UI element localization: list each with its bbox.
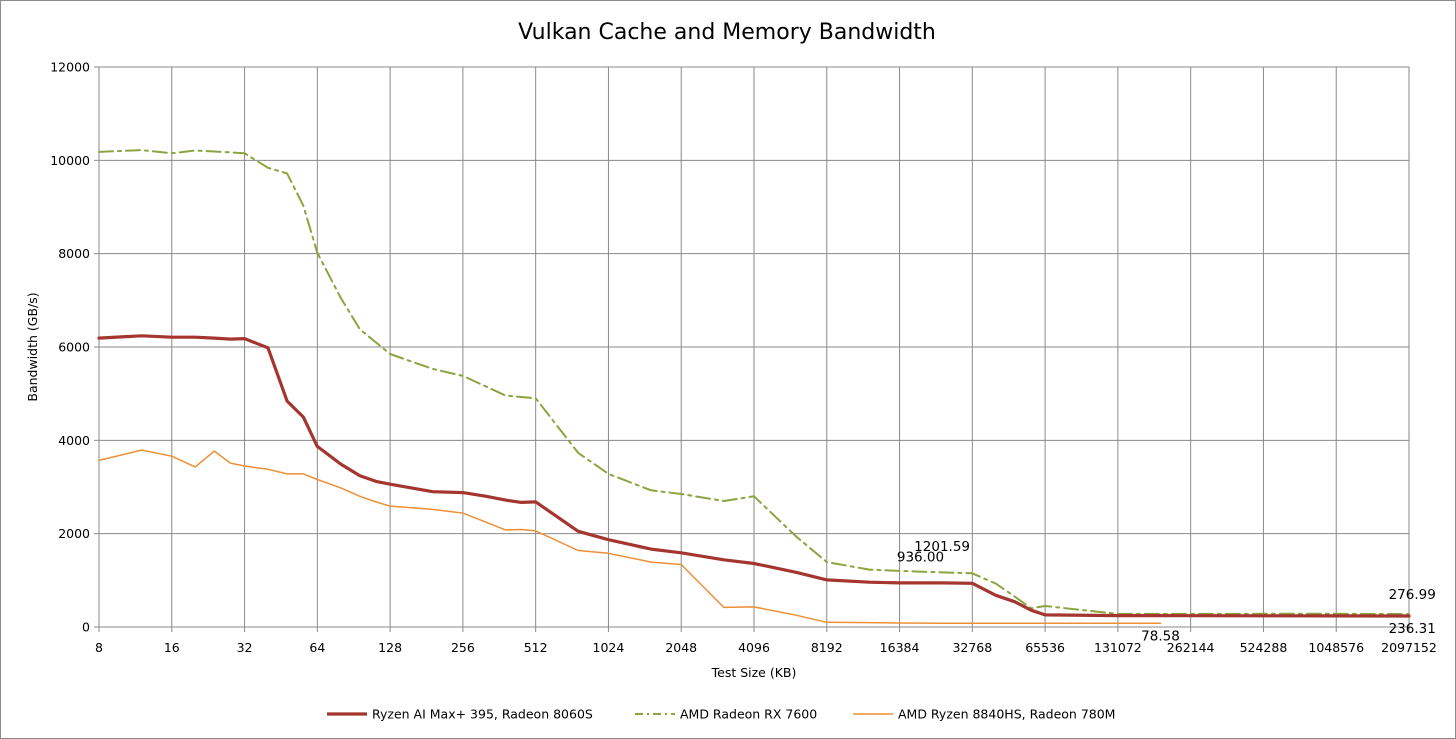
- data-label: 78.58: [1141, 628, 1180, 644]
- x-tick-label: 65536: [1025, 640, 1065, 655]
- x-tick-label: 16384: [880, 640, 920, 655]
- y-tick-label: 6000: [58, 340, 90, 355]
- y-axis-ticks: 0 2000 4000 6000 8000 10000 12000: [50, 60, 99, 635]
- data-label: 1201.59: [914, 539, 970, 555]
- x-tick-label: 262144: [1167, 640, 1215, 655]
- series-group: [98, 149, 1410, 616]
- y-tick-label: 4000: [58, 433, 90, 448]
- legend-label: AMD Radeon RX 7600: [680, 707, 817, 722]
- chart-title: Vulkan Cache and Memory Bandwidth: [518, 20, 936, 45]
- y-tick-label: 2000: [58, 526, 90, 541]
- x-tick-label: 4096: [738, 640, 770, 655]
- x-tick-label: 256: [451, 640, 475, 655]
- series-group: [98, 449, 1162, 625]
- x-tick-label: 16: [164, 640, 180, 655]
- x-tick-label: 64: [309, 640, 325, 655]
- y-tick-label: 10000: [50, 153, 90, 168]
- y-axis-label: Bandwidth (GB/s): [25, 292, 40, 401]
- data-label: 936.00: [897, 549, 944, 565]
- x-axis-ticks: 8 16 32 64 128 256 512 1024 2048 4096 8192 16384 327…: [95, 627, 1437, 655]
- x-tick-label: 524288: [1240, 640, 1288, 655]
- legend-label: Ryzen AI Max+ 395, Radeon 8060S: [372, 707, 593, 722]
- y-tick-label: 12000: [50, 60, 90, 75]
- series-layer: [97, 149, 1411, 625]
- x-tick-label: 131072: [1094, 640, 1142, 655]
- legend: Ryzen AI Max+ 395, Radeon 8060S AMD Radeo…: [327, 707, 1115, 722]
- series-line: [98, 149, 1410, 616]
- data-label: 276.99: [1389, 587, 1436, 603]
- x-tick-label: 1048576: [1308, 640, 1364, 655]
- gridlines: [99, 66, 1410, 627]
- series-line: [97, 334, 1411, 618]
- legend-label: AMD Ryzen 8840HS, Radeon 780M: [898, 707, 1115, 722]
- x-tick-label: 8192: [811, 640, 843, 655]
- x-tick-label: 32768: [952, 640, 992, 655]
- x-tick-label: 512: [524, 640, 548, 655]
- y-tick-label: 8000: [58, 246, 90, 261]
- x-tick-label: 1024: [593, 640, 625, 655]
- x-tick-label: 32: [237, 640, 253, 655]
- x-tick-label: 8: [95, 640, 103, 655]
- x-axis-label: Test Size (KB): [711, 665, 797, 680]
- series-group: [97, 334, 1411, 618]
- data-label: 236.31: [1389, 621, 1436, 637]
- x-tick-label: 2097152: [1381, 640, 1437, 655]
- x-tick-label: 128: [378, 640, 402, 655]
- y-tick-label: 0: [82, 620, 90, 635]
- series-line: [98, 449, 1162, 625]
- x-tick-label: 2048: [665, 640, 697, 655]
